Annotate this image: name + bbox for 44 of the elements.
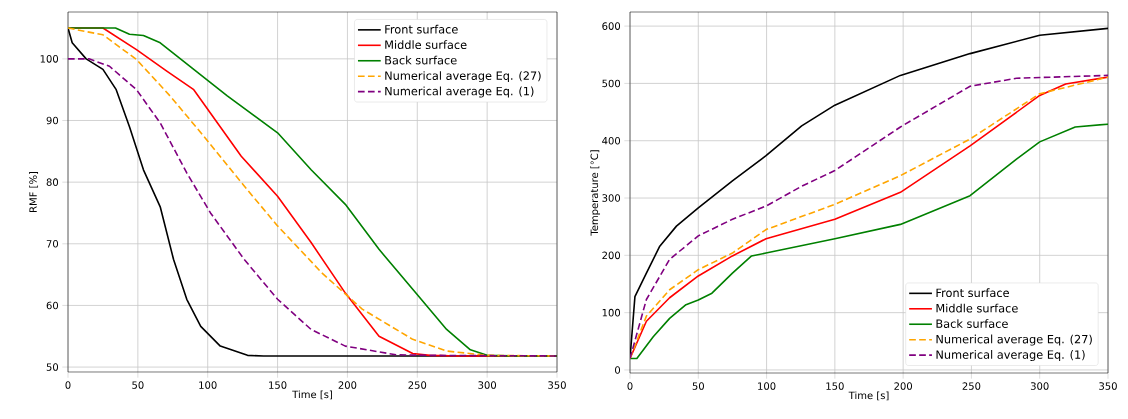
- y-tick-label: 50: [46, 363, 59, 371]
- y-axis-title: Temperature [°C]: [590, 150, 601, 236]
- x-tick-label: 300: [478, 381, 497, 389]
- x-axis-title: Time [s]: [292, 390, 332, 400]
- x-tick-label: 200: [338, 381, 357, 389]
- y-tick-label: 300: [602, 194, 621, 202]
- y-tick-label: 600: [602, 22, 621, 30]
- y-tick-label: 400: [602, 136, 621, 145]
- legend-label: Numerical average Eq. (1): [385, 86, 534, 98]
- legend-label: Numerical average Eq. (27): [385, 71, 541, 83]
- line-series: [630, 123, 1108, 360]
- legend-label: Back surface: [936, 319, 1008, 328]
- y-tick-label: 90: [46, 116, 59, 125]
- legend-label: Numerical average Eq. (27): [936, 334, 1092, 346]
- x-tick-label: 0: [627, 382, 633, 390]
- x-tick-label: 300: [1030, 382, 1049, 390]
- y-tick-label: 100: [602, 308, 621, 317]
- x-tick-label: 50: [692, 382, 704, 390]
- x-tick-label: 50: [132, 381, 144, 389]
- x-axis-title: Time [s]: [848, 391, 889, 401]
- legend-label: Middle surface: [936, 303, 1018, 313]
- legend-label: Front surface: [385, 24, 458, 34]
- y-tick-label: 500: [602, 79, 621, 88]
- legend-label: Back surface: [385, 55, 457, 65]
- y-axis-title: RMF [%]: [29, 171, 39, 212]
- x-tick-label: 250: [962, 382, 981, 390]
- legend-label: Front surface: [936, 288, 1009, 298]
- x-tick-label: 100: [758, 382, 776, 390]
- x-tick-label: 150: [269, 381, 287, 389]
- x-tick-label: 200: [894, 382, 913, 390]
- x-tick-label: 350: [1099, 382, 1117, 390]
- x-tick-label: 150: [826, 382, 844, 390]
- x-tick-label: 0: [65, 381, 71, 389]
- legend-label: Middle surface: [385, 40, 467, 50]
- y-tick-label: 60: [46, 301, 59, 310]
- y-tick-label: 0: [615, 366, 621, 374]
- y-tick-label: 70: [46, 240, 59, 248]
- x-tick-label: 250: [408, 381, 427, 389]
- legend-label: Numerical average Eq. (1): [936, 350, 1085, 362]
- x-tick-label: 350: [548, 381, 566, 389]
- y-tick-label: 80: [46, 178, 59, 186]
- x-tick-label: 100: [199, 381, 217, 389]
- y-tick-label: 100: [40, 55, 59, 63]
- y-tick-label: 200: [602, 251, 621, 260]
